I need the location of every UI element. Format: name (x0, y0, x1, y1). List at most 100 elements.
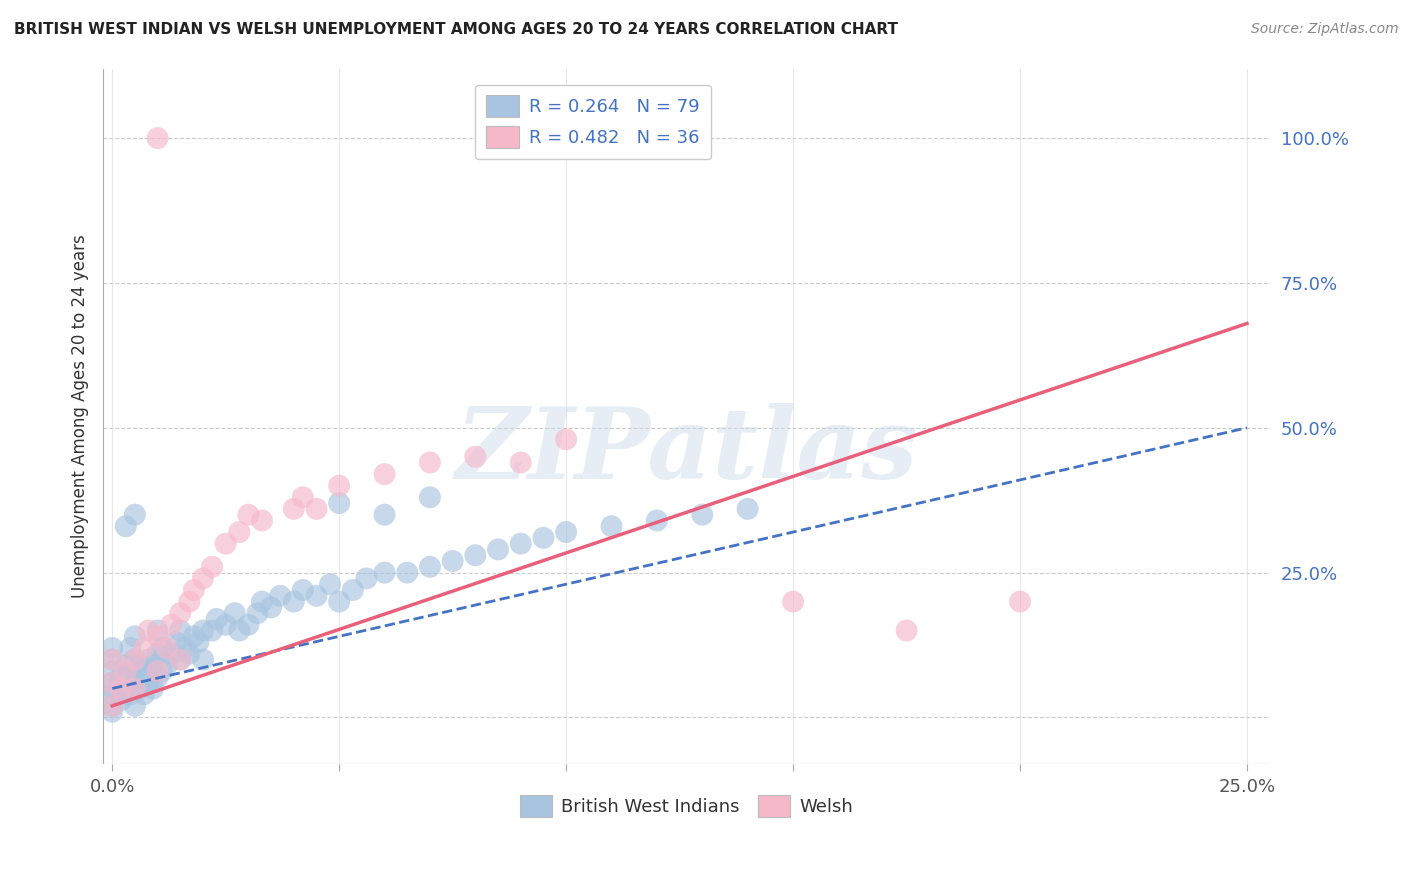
Point (128, 658, 150, 673)
Point (356, 571, 378, 585)
Point (114, 681, 136, 696)
Text: Source: ZipAtlas.com: Source: ZipAtlas.com (1251, 22, 1399, 37)
Point (224, 606, 246, 620)
Point (169, 606, 191, 620)
Point (124, 652, 146, 666)
Point (150, 640, 173, 655)
Point (160, 647, 183, 661)
Point (215, 536, 238, 550)
Point (291, 582, 314, 597)
Point (169, 652, 191, 666)
Point (101, 664, 124, 678)
Text: BRITISH WEST INDIAN VS WELSH UNEMPLOYMENT AMONG AGES 20 TO 24 YEARS CORRELATION : BRITISH WEST INDIAN VS WELSH UNEMPLOYMEN… (14, 22, 898, 37)
Point (374, 566, 396, 580)
Point (101, 698, 124, 713)
Point (250, 513, 273, 527)
Point (187, 635, 209, 649)
Point (132, 664, 155, 678)
Point (165, 635, 187, 649)
Point (342, 582, 364, 597)
Point (486, 542, 509, 557)
Point (124, 629, 146, 643)
Point (101, 675, 124, 690)
Text: ZIPatlas: ZIPatlas (456, 402, 918, 500)
Point (291, 491, 314, 505)
Point (509, 536, 531, 550)
Point (191, 624, 214, 638)
Point (419, 559, 441, 574)
Point (600, 519, 623, 533)
Point (396, 566, 419, 580)
Point (183, 582, 205, 597)
Point (179, 647, 201, 661)
Point (169, 652, 191, 666)
Point (238, 508, 260, 522)
Legend: British West Indians, Welsh: British West Indians, Welsh (513, 788, 860, 824)
Point (101, 681, 124, 696)
Point (328, 594, 350, 608)
Point (124, 675, 146, 690)
Point (215, 617, 238, 632)
Point (110, 693, 132, 707)
Point (146, 664, 169, 678)
Point (150, 664, 173, 678)
Point (246, 606, 269, 620)
Point (114, 658, 136, 673)
Point (645, 513, 668, 527)
Point (101, 652, 124, 666)
Point (555, 524, 578, 539)
Point (201, 559, 224, 574)
Point (173, 640, 195, 655)
Point (201, 624, 224, 638)
Point (183, 629, 205, 643)
Point (114, 519, 136, 533)
Point (120, 664, 142, 678)
Point (328, 479, 350, 493)
Point (374, 508, 396, 522)
Point (110, 670, 132, 684)
Point (110, 681, 132, 696)
Point (464, 548, 486, 562)
Point (146, 624, 169, 638)
Point (328, 496, 350, 510)
Point (138, 675, 160, 690)
Point (124, 681, 146, 696)
Point (124, 698, 146, 713)
Point (374, 467, 396, 482)
Point (228, 524, 250, 539)
Point (132, 687, 155, 701)
Point (124, 508, 146, 522)
Point (191, 652, 214, 666)
Point (146, 131, 169, 145)
Point (120, 687, 142, 701)
Point (419, 456, 441, 470)
Point (156, 658, 179, 673)
Point (160, 617, 183, 632)
Point (132, 640, 155, 655)
Point (101, 687, 124, 701)
Point (441, 554, 464, 568)
Point (305, 589, 328, 603)
Point (782, 594, 804, 608)
Point (124, 652, 146, 666)
Y-axis label: Unemployment Among Ages 20 to 24 years: Unemployment Among Ages 20 to 24 years (72, 235, 89, 598)
Point (305, 501, 328, 516)
Point (283, 501, 305, 516)
Point (101, 675, 124, 690)
Point (692, 508, 714, 522)
Point (419, 491, 441, 505)
Point (156, 640, 179, 655)
Point (124, 664, 146, 678)
Point (533, 531, 555, 545)
Point (169, 624, 191, 638)
Point (205, 612, 228, 626)
Point (228, 624, 250, 638)
Point (101, 705, 124, 719)
Point (238, 617, 260, 632)
Point (142, 658, 165, 673)
Point (464, 450, 486, 464)
Point (555, 433, 578, 447)
Point (128, 681, 150, 696)
Point (142, 681, 165, 696)
Point (101, 640, 124, 655)
